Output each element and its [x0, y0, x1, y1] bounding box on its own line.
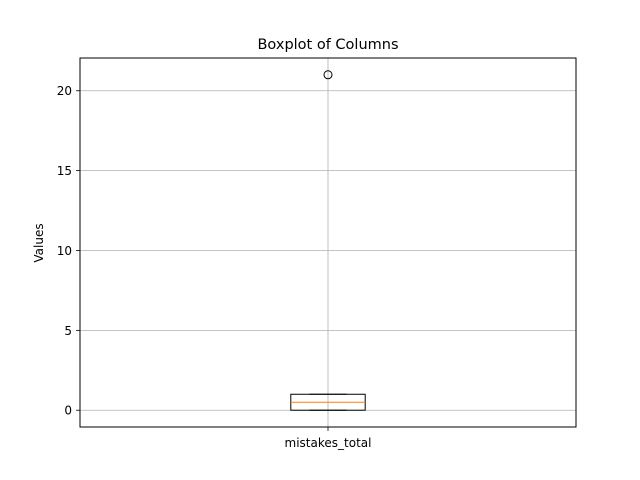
y-axis-label: Values: [32, 223, 46, 262]
y-tick-label: 15: [57, 164, 72, 178]
y-tick-label: 10: [57, 244, 72, 258]
x-tick-label: mistakes_total: [285, 436, 372, 450]
grid-layer: [80, 58, 576, 427]
box-layer: [290, 70, 366, 411]
y-tick-label: 0: [64, 404, 72, 418]
chart-title: Boxplot of Columns: [257, 37, 398, 53]
y-tick-label: 20: [57, 84, 72, 98]
tick-layer: 0 5 10 15 20 mistakes_total: [57, 84, 372, 450]
y-tick-label: 5: [64, 324, 72, 338]
outlier-point: [323, 70, 333, 80]
